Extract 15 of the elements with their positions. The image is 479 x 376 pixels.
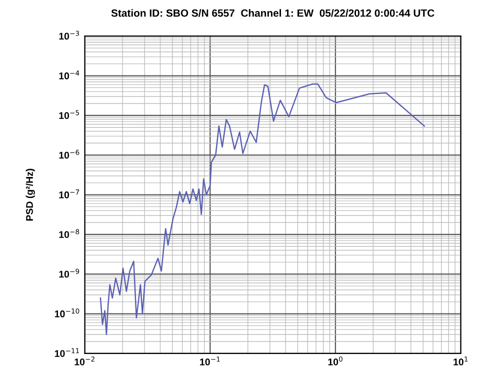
y-tick-label: 10$^{−6}$ [59,150,80,159]
x-tick-label: 10$^{−2}$ [74,356,94,366]
x-tick-label: 10$^{0}$ [328,356,342,366]
y-tick-label: 10$^{−4}$ [59,70,80,80]
y-tick-label: 10$^{−5}$ [59,110,79,119]
y-tick-label: 10$^{−10}$ [54,308,80,318]
y-tick-label: 10$^{−8}$ [59,229,80,238]
x-tick-label: 10$^{−1}$ [200,356,220,366]
y-axis-title: PSD (g²/Hz) [26,168,35,221]
y-tick-label: 10$^{−3}$ [59,30,80,40]
y-tick-label: 10$^{−7}$ [59,190,79,198]
y-tick-label: 10$^{−9}$ [59,268,80,278]
y-tick-label: 10$^{−11}$ [54,348,79,357]
chart-title: Station ID: SBO S/N 6557 Channel 1: EW 05/22/2012 0:00:44 UTC [111,9,434,17]
x-tick-label: 10$^{1}$ [454,356,468,366]
